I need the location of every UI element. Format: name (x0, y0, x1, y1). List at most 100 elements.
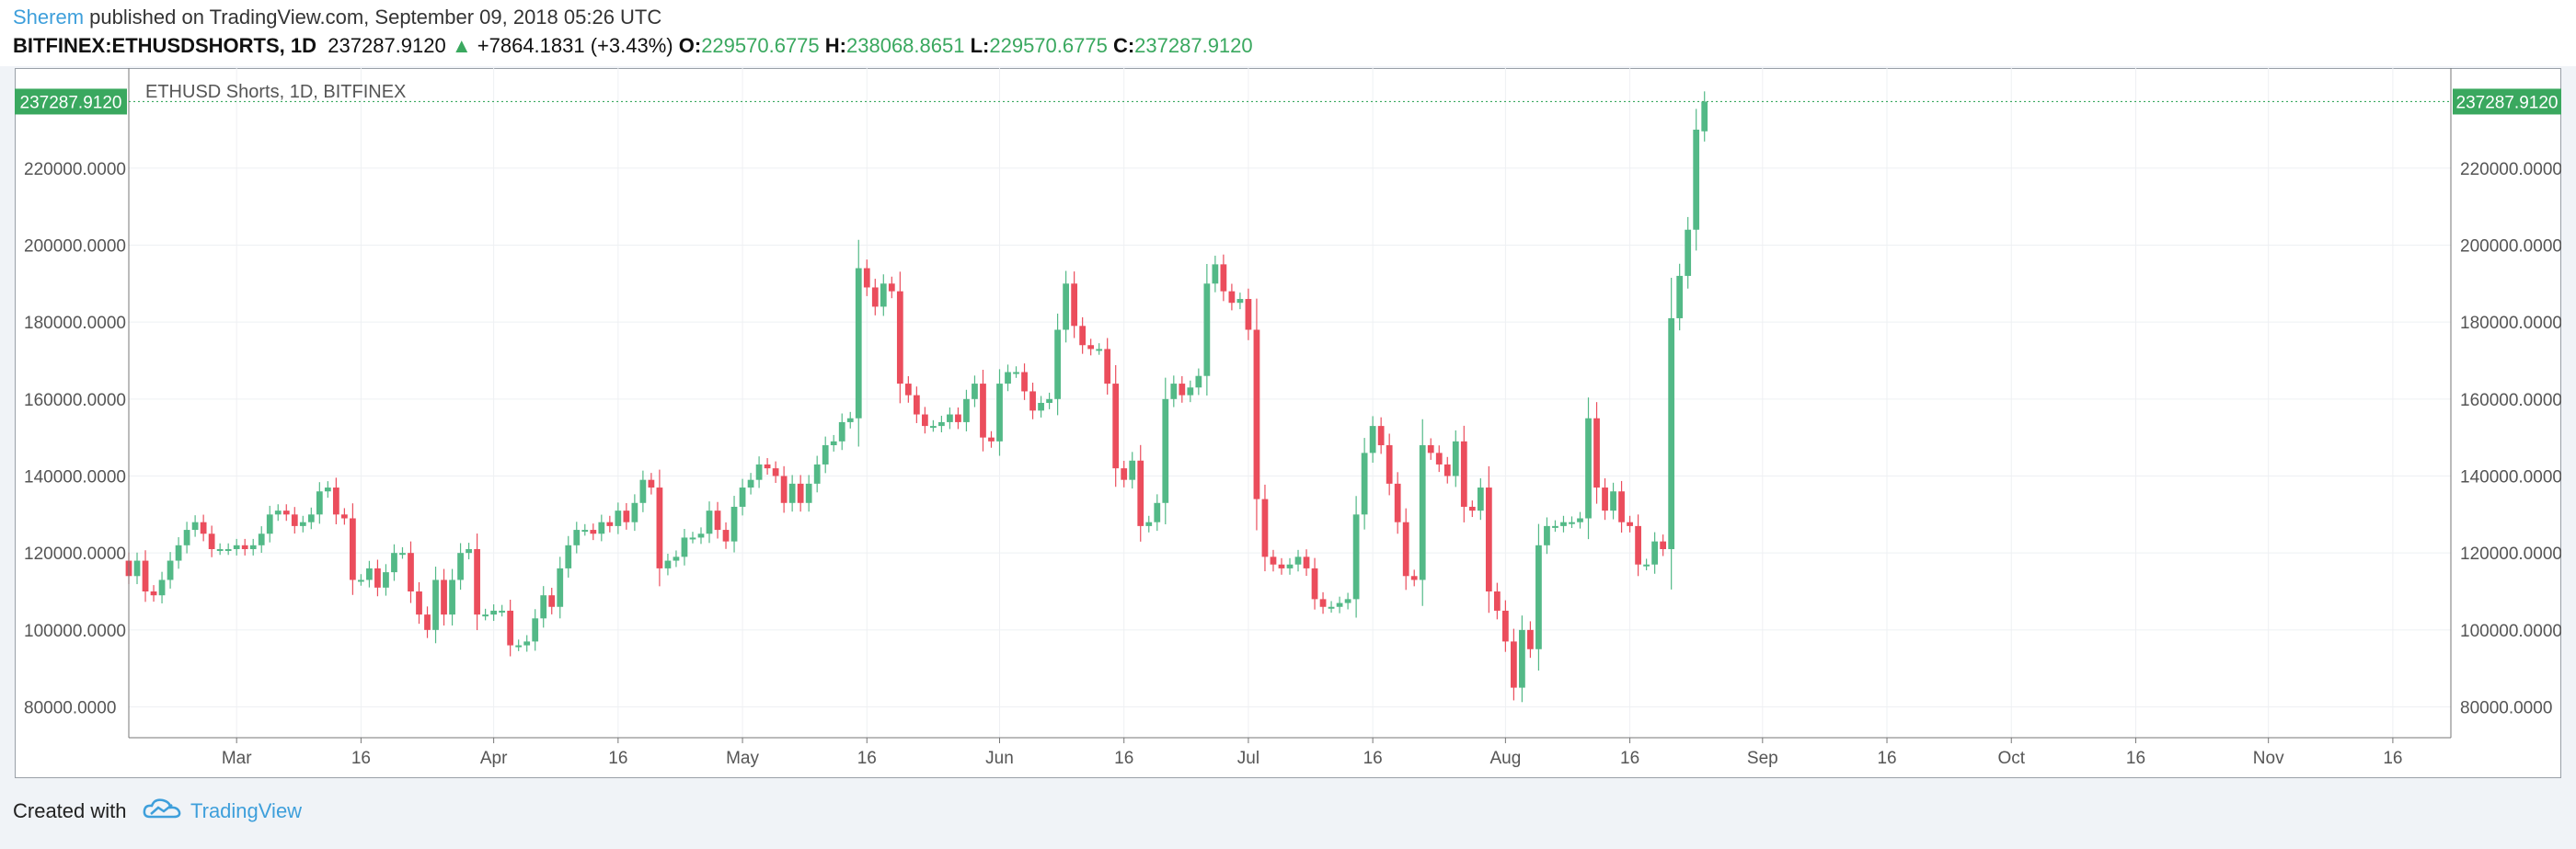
candle-up (1145, 515, 1153, 533)
candle-body (996, 384, 1003, 442)
candle-body (523, 641, 531, 646)
candle-body (1701, 101, 1708, 132)
candle-body (1319, 599, 1327, 607)
candle-up (1187, 380, 1194, 403)
x-tick-label: Jul (1237, 749, 1259, 768)
y-tick-label-right: 140000.0000 (2460, 467, 2561, 487)
candle-down (1394, 472, 1401, 534)
candle-body (1610, 491, 1616, 511)
candle-body (615, 511, 622, 526)
candle-up (830, 434, 837, 452)
candle-down (714, 501, 721, 539)
candle-body (623, 511, 630, 522)
tradingview-brand[interactable]: TradingView (190, 799, 303, 822)
close-value: 237287.9120 (1134, 34, 1253, 57)
candle-down (1303, 549, 1310, 577)
tradingview-cloud-icon[interactable] (143, 797, 183, 820)
candle-body (980, 384, 986, 438)
open-label: O: (678, 34, 702, 57)
candle-up (466, 543, 472, 560)
candle-body (797, 483, 804, 503)
arrow-up-icon: ▲ (451, 34, 472, 57)
candle-body (191, 522, 199, 531)
high-label: H: (824, 34, 846, 57)
high-value: 238068.8651 (846, 34, 965, 57)
candle-down (1319, 591, 1327, 614)
candle-up (938, 416, 945, 433)
last-price-tag-right-text: 237287.9120 (2456, 93, 2559, 112)
y-tick-label-left: 120000.0000 (24, 545, 126, 564)
candle-body (183, 530, 190, 545)
candle-body (307, 514, 315, 522)
candle-body (955, 414, 961, 422)
candle-body (358, 579, 364, 582)
candle-body (1676, 275, 1684, 318)
candle-body (648, 479, 655, 488)
x-tick-label: 16 (857, 749, 877, 768)
candle-down (1410, 569, 1418, 587)
candle-body (374, 568, 381, 588)
candle-up (947, 407, 953, 430)
y-tick-label-right: 220000.0000 (2460, 160, 2561, 179)
candle-up (1294, 549, 1302, 572)
candle-body (1485, 488, 1492, 592)
candle-body (249, 545, 257, 549)
candle-up (557, 556, 564, 619)
candle-body (755, 464, 763, 480)
candle-down (332, 477, 339, 525)
candle-down (722, 522, 730, 549)
candle-down (424, 606, 431, 638)
candle-body (291, 514, 298, 526)
candle-body (689, 537, 696, 540)
candle-up (432, 567, 439, 644)
candle-body (1419, 445, 1426, 580)
candle-body (1569, 522, 1575, 524)
candle-body (1203, 283, 1211, 376)
candle-body (466, 548, 472, 554)
candle-body (1261, 499, 1269, 557)
candle-body (697, 533, 705, 538)
x-tick-label: Apr (480, 749, 508, 768)
x-tick-label: 16 (1363, 749, 1383, 768)
candle-down (904, 375, 912, 403)
candle-up (133, 552, 141, 585)
candle-up (299, 515, 306, 533)
candle-up (1685, 216, 1692, 289)
x-tick-label: Mar (222, 749, 252, 768)
candle-down (1270, 549, 1277, 572)
candle-down (1071, 271, 1078, 338)
candle-body (282, 511, 290, 515)
candle-up (1212, 255, 1219, 293)
candle-down (142, 550, 149, 602)
candle-down (1278, 557, 1285, 575)
author-link[interactable]: Sherem (13, 6, 85, 29)
candle-up (457, 543, 464, 591)
candle-body (788, 483, 796, 503)
candle-body (1577, 518, 1583, 522)
candle-down (241, 538, 248, 556)
candle-body (822, 445, 829, 465)
candle-up (1701, 91, 1708, 142)
last-price-tag-left (15, 88, 127, 115)
candle-body (855, 268, 862, 419)
candle-body (1410, 576, 1418, 580)
candlestick-chart[interactable]: 80000.0000 80000.0000 100000.0000 100000.00… (15, 68, 2561, 778)
candle-down (980, 370, 986, 452)
y-tick-label-left: 80000.0000 (24, 699, 116, 718)
candle-up (1286, 557, 1294, 575)
candle-down (772, 461, 779, 484)
chart-frame (15, 68, 2561, 778)
candle-body (1468, 506, 1476, 511)
candle-body (1303, 556, 1310, 568)
candle-body (258, 533, 265, 545)
candle-body (167, 560, 174, 580)
candle-down (1485, 465, 1492, 614)
candle-down (340, 508, 348, 525)
candle-body (739, 488, 746, 507)
last-price-tag-right (2453, 88, 2561, 115)
published-text: published on TradingView.com, September … (89, 6, 662, 29)
candle-body (274, 511, 282, 515)
candle-body (722, 530, 730, 542)
candle-up (532, 609, 539, 651)
candle-body (888, 283, 895, 292)
